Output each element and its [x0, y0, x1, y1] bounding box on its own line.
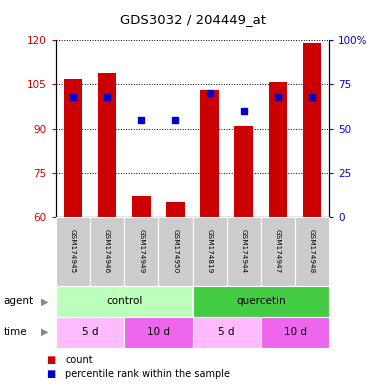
Text: percentile rank within the sample: percentile rank within the sample — [65, 369, 231, 379]
Bar — [268, 81, 287, 217]
Bar — [64, 79, 82, 217]
Text: GSM174946: GSM174946 — [104, 229, 110, 274]
Text: GSM174949: GSM174949 — [138, 229, 144, 274]
Text: ▶: ▶ — [40, 296, 48, 306]
Text: 5 d: 5 d — [218, 327, 235, 337]
Text: time: time — [4, 327, 27, 337]
Text: GSM174944: GSM174944 — [241, 229, 247, 274]
Text: control: control — [106, 296, 142, 306]
Text: agent: agent — [4, 296, 34, 306]
Text: GDS3032 / 204449_at: GDS3032 / 204449_at — [119, 13, 266, 26]
Text: 5 d: 5 d — [82, 327, 98, 337]
Text: GSM174950: GSM174950 — [172, 229, 178, 274]
Text: ▶: ▶ — [40, 327, 48, 337]
Text: GSM174819: GSM174819 — [207, 229, 213, 274]
Text: GSM174945: GSM174945 — [70, 229, 76, 274]
Bar — [132, 196, 151, 217]
Text: 10 d: 10 d — [283, 327, 306, 337]
Bar — [234, 126, 253, 217]
Text: GSM174948: GSM174948 — [309, 229, 315, 274]
Text: 10 d: 10 d — [147, 327, 170, 337]
Bar — [200, 90, 219, 217]
Text: count: count — [65, 355, 93, 365]
Bar — [166, 202, 185, 217]
Bar — [98, 73, 117, 217]
Text: GSM174947: GSM174947 — [275, 229, 281, 274]
Text: ■: ■ — [46, 369, 55, 379]
Bar — [303, 43, 321, 217]
Text: ■: ■ — [46, 355, 55, 365]
Text: quercetin: quercetin — [236, 296, 286, 306]
